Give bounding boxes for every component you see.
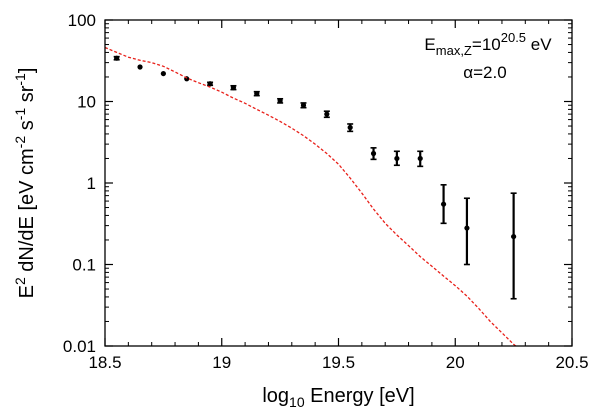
annotation-emax-part: =10 bbox=[472, 35, 501, 54]
y-tick-label: 0.1 bbox=[72, 256, 96, 275]
model-curve bbox=[105, 46, 517, 346]
annotation-emax: Emax,Z=1020.5 eV bbox=[424, 30, 552, 58]
data-point bbox=[277, 98, 283, 104]
y-axis-title-sup: 2 bbox=[12, 277, 28, 285]
x-tick-label: 19.5 bbox=[322, 353, 355, 372]
data-point bbox=[370, 150, 377, 157]
y-axis-title-sup: -1 bbox=[12, 73, 28, 86]
y-axis-title-part: ] bbox=[16, 68, 38, 74]
x-axis-title-part: Energy [eV] bbox=[305, 385, 415, 407]
annotation-emax-part: E bbox=[424, 35, 435, 54]
y-tick-label: 100 bbox=[68, 11, 96, 30]
data-point bbox=[300, 102, 307, 108]
x-axis-title: log10 Energy [eV] bbox=[262, 385, 414, 410]
data-point bbox=[324, 111, 330, 117]
data-point bbox=[207, 81, 213, 87]
annotation-emax-sup: 20.5 bbox=[501, 30, 526, 45]
y-axis-title-sup: -2 bbox=[12, 136, 28, 149]
x-axis-title-part: log bbox=[262, 385, 289, 407]
data-point bbox=[254, 91, 260, 97]
data-point bbox=[464, 225, 470, 231]
annotation-alpha: α=2.0 bbox=[463, 63, 506, 82]
plot-layer bbox=[105, 46, 517, 346]
annotation-emax-sub: max,Z bbox=[436, 43, 472, 58]
x-axis-title-sub: 10 bbox=[289, 394, 305, 410]
x-tick-label: 20.5 bbox=[555, 353, 588, 372]
data-point bbox=[137, 64, 143, 70]
x-tick-label: 18.5 bbox=[88, 353, 121, 372]
y-tick-label: 0.01 bbox=[63, 337, 96, 356]
data-point bbox=[417, 155, 423, 162]
y-tick-label: 10 bbox=[77, 93, 96, 112]
data-point bbox=[347, 124, 353, 131]
y-axis-title-part: sr bbox=[16, 85, 38, 108]
data-point bbox=[511, 233, 517, 240]
y-axis-title: E2 dN/dE [eV cm-2 s-1 sr-1] bbox=[12, 68, 38, 299]
y-axis-title-sup: -1 bbox=[12, 108, 28, 121]
data-point bbox=[440, 201, 447, 207]
data-point bbox=[160, 70, 166, 77]
data-point bbox=[114, 55, 120, 61]
annotation-emax-part: eV bbox=[526, 35, 552, 54]
tick-layer: 18.5 19 19.5 20 20.5 0.01 0.1 1 10 100 bbox=[63, 11, 589, 372]
x-tick-label: 19 bbox=[212, 353, 231, 372]
data-point bbox=[230, 85, 237, 91]
plot-area bbox=[105, 46, 517, 346]
y-axis-title-part: E bbox=[16, 285, 38, 298]
data-point bbox=[394, 155, 400, 162]
y-axis-title-part: dN/dE [eV cm bbox=[16, 148, 38, 277]
y-axis-title-part: s bbox=[16, 120, 38, 136]
x-tick-label: 20 bbox=[446, 353, 465, 372]
y-tick-label: 1 bbox=[87, 174, 96, 193]
